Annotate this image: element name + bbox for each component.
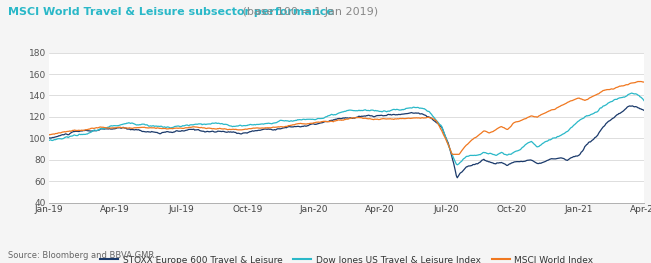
Legend: STOXX Europe 600 Travel & Leisure, Dow Jones US Travel & Leisure Index, MSCI Wor: STOXX Europe 600 Travel & Leisure, Dow J… (96, 252, 597, 263)
STOXX Europe 600 Travel & Leisure (340, 117, 348, 120)
Text: Source: Bloomberg and BBVA GMR.: Source: Bloomberg and BBVA GMR. (8, 251, 156, 260)
MSCI World Index (45, 134, 53, 137)
MSCI World Index (634, 80, 642, 83)
MSCI World Index (204, 127, 212, 130)
Dow Jones US Travel & Leisure Index (45, 139, 53, 142)
STOXX Europe 600 Travel & Leisure (468, 164, 476, 167)
STOXX Europe 600 Travel & Leisure (453, 176, 461, 179)
Dow Jones US Travel & Leisure Index (460, 157, 467, 160)
Dow Jones US Travel & Leisure Index (468, 154, 476, 157)
STOXX Europe 600 Travel & Leisure (460, 168, 467, 171)
MSCI World Index (513, 120, 521, 123)
MSCI World Index (340, 118, 348, 121)
STOXX Europe 600 Travel & Leisure (641, 109, 648, 112)
Dow Jones US Travel & Leisure Index (628, 92, 635, 95)
MSCI World Index (427, 117, 435, 120)
Dow Jones US Travel & Leisure Index (641, 100, 648, 103)
STOXX Europe 600 Travel & Leisure (204, 130, 212, 133)
Line: STOXX Europe 600 Travel & Leisure: STOXX Europe 600 Travel & Leisure (49, 106, 644, 178)
STOXX Europe 600 Travel & Leisure (626, 104, 633, 108)
Dow Jones US Travel & Leisure Index (427, 112, 435, 115)
MSCI World Index (449, 153, 456, 156)
Text: MSCI World Travel & Leisure subsector performance: MSCI World Travel & Leisure subsector pe… (8, 7, 334, 17)
Line: Dow Jones US Travel & Leisure Index: Dow Jones US Travel & Leisure Index (49, 93, 644, 165)
Dow Jones US Travel & Leisure Index (513, 149, 521, 153)
MSCI World Index (460, 146, 467, 150)
STOXX Europe 600 Travel & Leisure (513, 160, 521, 163)
Line: MSCI World Index: MSCI World Index (49, 82, 644, 154)
Dow Jones US Travel & Leisure Index (340, 110, 348, 113)
STOXX Europe 600 Travel & Leisure (45, 137, 53, 140)
MSCI World Index (468, 138, 476, 141)
STOXX Europe 600 Travel & Leisure (427, 116, 435, 119)
MSCI World Index (641, 80, 648, 84)
Dow Jones US Travel & Leisure Index (453, 163, 461, 166)
Text: (base 100 = 1 Jan 2019): (base 100 = 1 Jan 2019) (239, 7, 378, 17)
Dow Jones US Travel & Leisure Index (204, 123, 212, 126)
